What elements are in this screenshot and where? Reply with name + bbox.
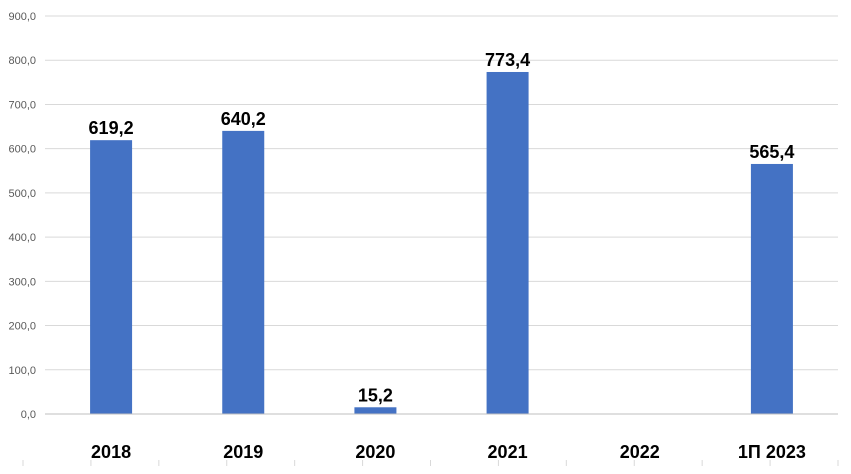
data-label: 15,2 bbox=[358, 385, 393, 405]
bar bbox=[486, 71, 529, 414]
data-label: 773,4 bbox=[485, 50, 530, 70]
data-label: 640,2 bbox=[221, 109, 266, 129]
x-tick-label: 2022 bbox=[620, 442, 660, 462]
data-label: 619,2 bbox=[89, 118, 134, 138]
y-tick-label: 700,0 bbox=[8, 99, 36, 111]
y-tick-label: 100,0 bbox=[8, 365, 36, 377]
x-axis bbox=[22, 413, 839, 466]
y-axis-tick-labels: 0,0 100,0 200,0 300,0 400,0 500,0 600,0 700,0 80… bbox=[8, 11, 36, 421]
x-tick-label: 2019 bbox=[223, 442, 263, 462]
y-tick-label: 600,0 bbox=[8, 144, 36, 156]
x-tick-label: 2021 bbox=[488, 442, 528, 462]
y-tick-label: 900,0 bbox=[8, 11, 36, 23]
bars bbox=[90, 71, 793, 414]
bar bbox=[90, 140, 133, 414]
y-tick-label: 0,0 bbox=[21, 409, 36, 421]
x-tick-label: 2020 bbox=[355, 442, 395, 462]
x-tick-label: 1П 2023 bbox=[738, 442, 806, 462]
data-label: 565,4 bbox=[749, 142, 794, 162]
y-tick-label: 300,0 bbox=[8, 276, 36, 288]
y-tick-label: 500,0 bbox=[8, 188, 36, 200]
x-tick-label: 2018 bbox=[91, 442, 131, 462]
bar bbox=[222, 130, 265, 414]
y-tick-label: 200,0 bbox=[8, 321, 36, 333]
bar bbox=[354, 407, 397, 414]
data-labels: 619,2 640,2 15,2 773,4 565,4 bbox=[89, 50, 795, 405]
y-tick-label: 400,0 bbox=[8, 232, 36, 244]
y-tick-label: 800,0 bbox=[8, 55, 36, 67]
x-axis-category-labels: 2018 2019 2020 2021 2022 1П 2023 bbox=[91, 442, 806, 462]
bar bbox=[750, 163, 793, 414]
gridlines bbox=[45, 15, 838, 371]
